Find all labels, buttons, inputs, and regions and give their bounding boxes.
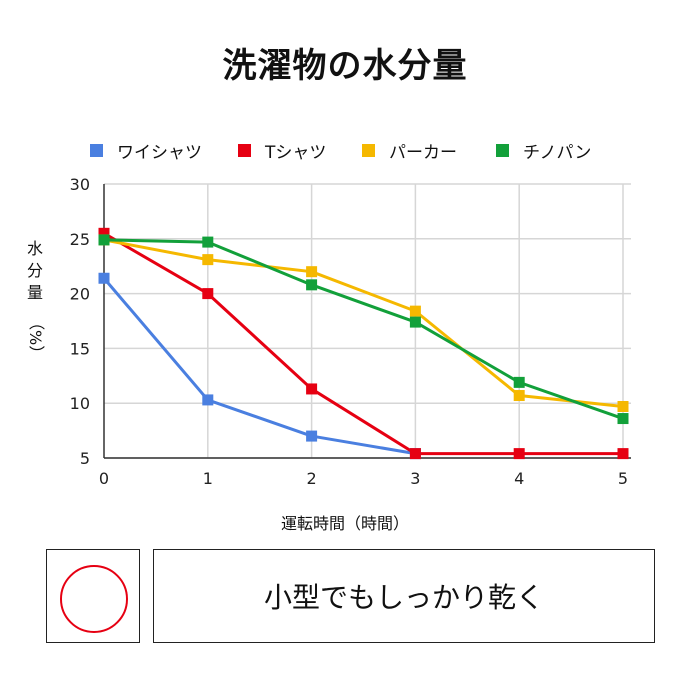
series-2-point	[513, 390, 525, 402]
y-axis-label: 水 分 量 （%）	[22, 238, 48, 361]
series-1-point	[513, 448, 525, 460]
legend-label-0: ワイシャツ	[117, 143, 202, 163]
y-tick-label: 15	[70, 339, 90, 358]
circle-mark-icon	[60, 565, 128, 633]
y-axis-label-char-1: 分	[26, 261, 43, 280]
legend-item-1: Tシャツ	[238, 138, 326, 163]
series-0-point	[306, 430, 318, 442]
series-3-point	[98, 234, 110, 246]
x-tick-label: 3	[410, 469, 420, 488]
series-0-point	[202, 394, 214, 406]
series-3-point	[306, 279, 318, 291]
series-1-point	[98, 227, 110, 239]
x-axis-label: 運転時間（時間）	[280, 514, 409, 533]
y-tick-label: 30	[70, 175, 90, 194]
x-tick-label: 2	[307, 469, 317, 488]
series-3-point	[409, 316, 421, 328]
legend-label-3: チノパン	[523, 143, 592, 163]
caption-text: 小型でもしっかり乾く	[263, 581, 544, 614]
series-line-0	[102, 277, 416, 456]
series-1-point	[306, 383, 318, 395]
y-tick-label: 25	[70, 230, 90, 249]
series-2-point	[306, 266, 318, 278]
x-tick-label: 1	[203, 469, 213, 488]
series-2-point	[617, 400, 629, 412]
series-line-2	[103, 238, 624, 408]
legend-label-1: Tシャツ	[265, 143, 327, 163]
legend-label-2: パーカー	[389, 143, 457, 163]
series-1-point	[202, 288, 214, 300]
series-3-point	[617, 413, 629, 425]
legend-swatch-0	[90, 144, 103, 157]
legend-item-3: チノパン	[496, 138, 591, 163]
x-tick-label: 5	[618, 469, 628, 488]
series-1-point	[617, 448, 629, 460]
y-tick-label: 10	[70, 394, 90, 413]
x-tick-label: 0	[99, 469, 109, 488]
series-line-3	[103, 238, 624, 420]
legend-swatch-3	[496, 144, 509, 157]
y-axis-label-unit: （%）	[26, 314, 45, 362]
mark-box	[46, 549, 140, 643]
legend-item-2: パーカー	[362, 138, 457, 163]
y-tick-label: 5	[80, 449, 90, 468]
caption-box: 小型でもしっかり乾く	[153, 549, 655, 643]
y-axis-label-char-0: 水	[26, 239, 43, 258]
series-0-point	[98, 272, 110, 284]
legend-swatch-2	[362, 144, 375, 157]
chart-title: 洗濯物の水分量	[222, 46, 468, 86]
series-2-point	[409, 305, 421, 317]
x-tick-label: 4	[514, 469, 524, 488]
series-3-point	[202, 236, 214, 248]
series-2-point	[202, 254, 214, 266]
series-line-1	[103, 232, 623, 456]
legend-item-0: ワイシャツ	[90, 138, 202, 163]
y-axis-label-char-2: 量	[26, 283, 43, 302]
series-1-point	[409, 448, 421, 460]
legend-swatch-1	[238, 144, 251, 157]
series-3-point	[513, 376, 525, 388]
y-tick-label: 20	[70, 285, 90, 304]
